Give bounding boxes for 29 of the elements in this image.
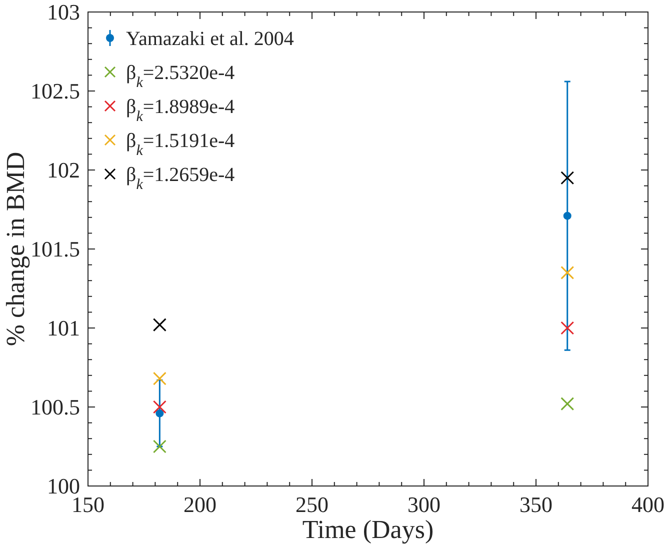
legend-label: β$_{k}$=1.2659e-4 bbox=[126, 164, 235, 193]
y-tick-label: 102 bbox=[47, 158, 80, 183]
y-tick-label: 102.5 bbox=[30, 78, 80, 104]
x-tick-label: 350 bbox=[520, 492, 552, 517]
x-tick-label: 400 bbox=[632, 492, 664, 517]
y-tick-label: 103 bbox=[47, 0, 80, 25]
legend-label: β$_{k}$=1.8989e-4 bbox=[126, 96, 235, 125]
point bbox=[560, 321, 574, 335]
point bbox=[152, 400, 166, 414]
point bbox=[152, 318, 166, 332]
x-tick-label: 300 bbox=[408, 492, 440, 517]
point bbox=[152, 372, 166, 386]
point bbox=[156, 409, 164, 418]
point bbox=[560, 266, 574, 280]
x-tick-label: 250 bbox=[296, 492, 328, 517]
point bbox=[563, 212, 572, 220]
y-axis-title: % change in BMD bbox=[1, 152, 30, 346]
y-tick-label: 100.5 bbox=[30, 394, 80, 420]
legend-label: Yamazaki et al. 2004 bbox=[126, 28, 294, 50]
x-axis-title: Time (Days) bbox=[302, 515, 434, 544]
y-tick-label: 100 bbox=[47, 474, 80, 499]
legend-label: β$_{k}$=1.5191e-4 bbox=[126, 130, 235, 159]
point bbox=[560, 171, 574, 185]
point bbox=[152, 440, 166, 454]
y-tick-label: 101 bbox=[47, 316, 80, 341]
point bbox=[560, 397, 574, 411]
legend-label: β$_{k}$=2.5320e-4 bbox=[126, 62, 235, 91]
y-tick-label: 101.5 bbox=[30, 236, 80, 262]
x-tick-label: 200 bbox=[184, 492, 216, 517]
